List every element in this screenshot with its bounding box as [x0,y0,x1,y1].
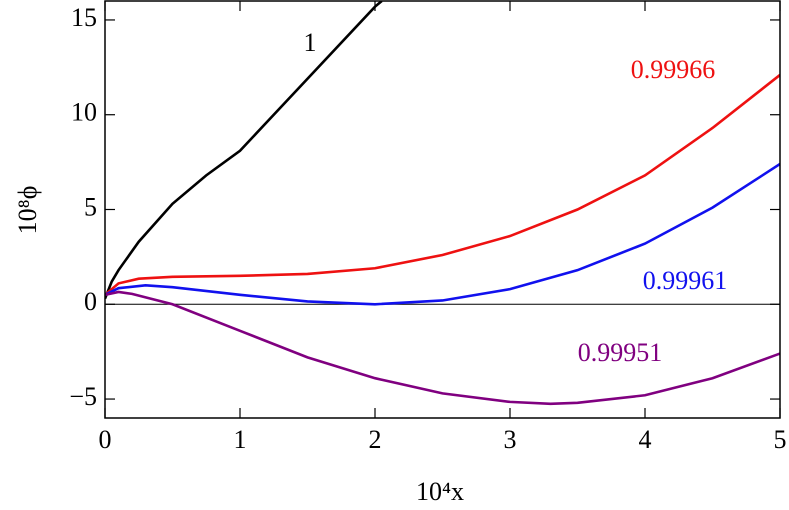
data-line [105,1,383,300]
y-tick-label: 5 [84,192,97,221]
data-line [105,290,780,406]
y-axis-label: 10⁸ϕ [13,186,42,235]
data-line [105,73,780,296]
x-tick-label: 4 [639,425,652,454]
y-tick-label: 10 [71,98,97,127]
x-tick-label: 2 [369,425,382,454]
plot-area [105,1,780,406]
series-label: 1 [304,28,317,57]
x-axis-label: 10⁴x [416,477,464,506]
x-tick-label: 0 [99,425,112,454]
x-tick-label: 5 [774,425,787,454]
series-label: 0.99951 [578,338,663,367]
series-label: 0.99961 [643,266,728,295]
x-tick-label: 1 [234,425,247,454]
data-line [105,162,780,306]
series-label: 0.99966 [631,55,716,84]
y-tick-label: 15 [71,3,97,32]
y-tick-label: 0 [84,287,97,316]
x-tick-label: 3 [504,425,517,454]
y-tick-label: −5 [69,382,97,411]
